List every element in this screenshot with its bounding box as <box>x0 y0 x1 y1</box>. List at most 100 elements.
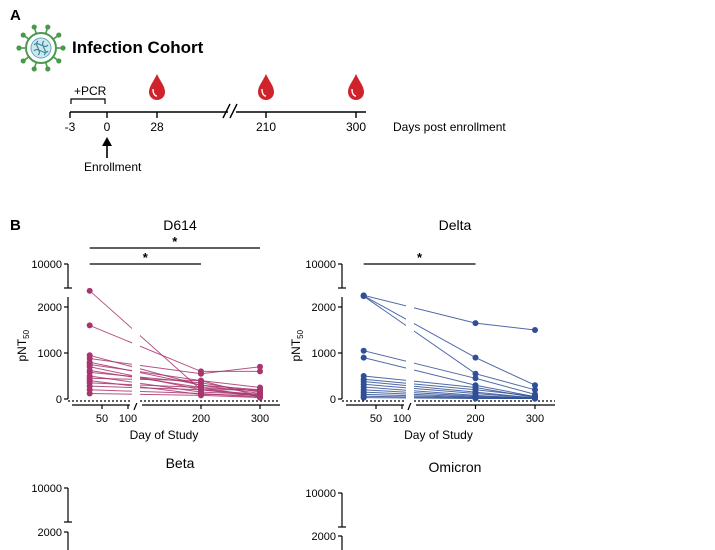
data-point <box>532 327 538 333</box>
virus-spike-tip <box>31 24 37 30</box>
virus-spike-tip <box>45 66 51 72</box>
y-tick-label: 2000 <box>38 302 62 314</box>
y-tick-label: 10000 <box>31 259 62 271</box>
blood-drop-highlight <box>261 88 267 97</box>
panel-a-letter: A <box>10 7 21 24</box>
data-point <box>472 395 479 402</box>
data-point <box>360 394 367 401</box>
chart-title: Beta <box>166 455 195 471</box>
pcr-label: +PCR <box>74 84 107 98</box>
timeline-break-1 <box>222 103 231 119</box>
x-tick-label: 200 <box>466 413 484 425</box>
y-tick-label: 1000 <box>38 348 62 360</box>
subject-line <box>89 324 260 372</box>
virus-spike-tip <box>16 45 22 51</box>
data-point <box>257 387 263 394</box>
timeline-tick-label: 210 <box>256 120 276 134</box>
subject-line <box>363 350 536 395</box>
y-tick-label: 10000 <box>31 483 62 495</box>
significance-star: * <box>143 250 149 265</box>
significance-star: * <box>172 234 178 249</box>
data-point <box>532 395 538 402</box>
data-point <box>472 375 479 382</box>
data-point <box>360 347 367 354</box>
virus-icon <box>16 24 66 72</box>
y-axis-label: pNT50 <box>15 329 31 361</box>
timeline-tick-label: 300 <box>346 120 366 134</box>
data-point <box>86 287 93 294</box>
data-point <box>472 354 479 361</box>
y-tick-label: 2000 <box>38 527 62 539</box>
virus-spike-tip <box>20 58 26 64</box>
data-point <box>86 390 93 397</box>
break-gap-overlay <box>406 284 414 403</box>
significance-star: * <box>417 250 423 265</box>
data-point <box>198 392 204 399</box>
panel-a: A Infection Cohort +PCR -3 0 28 210 300 Days… <box>10 7 506 174</box>
chart-title: Omicron <box>429 459 482 475</box>
y-axis-label: pNT50 <box>289 329 305 361</box>
virus-spike-tip <box>56 32 62 38</box>
data-point <box>257 363 263 370</box>
chart-omicron: Omicron 10000 2000 <box>305 459 481 550</box>
timeline-tick-label: -3 <box>65 120 76 134</box>
data-point <box>532 382 538 389</box>
blood-drops <box>149 74 364 100</box>
y-tick-label: 0 <box>330 394 336 406</box>
data-point <box>86 322 93 329</box>
chart-title: Delta <box>439 217 472 233</box>
virus-spike-tip <box>60 45 66 51</box>
data-point <box>198 370 204 377</box>
y-axis-label-sub: 50 <box>296 329 305 338</box>
y-tick-label: 10000 <box>305 259 336 271</box>
virus-spike-tip <box>45 24 51 30</box>
subject-line <box>363 294 536 331</box>
pcr-bracket <box>70 98 106 104</box>
data-point <box>360 293 367 300</box>
timeline-tick-label: 0 <box>104 120 111 134</box>
y-tick-label: 10000 <box>305 488 336 500</box>
timeline-ticks: -3 0 28 210 300 <box>65 112 366 134</box>
timeline-break-2 <box>229 103 238 119</box>
y-tick-label: 2000 <box>312 531 336 543</box>
virus-spike-tip <box>56 58 62 64</box>
blood-drop-icon <box>348 74 364 100</box>
x-tick-label: 100 <box>119 413 137 425</box>
x-tick-label: 50 <box>96 413 108 425</box>
virus-core <box>30 37 52 59</box>
chart-title: D614 <box>163 217 197 233</box>
x-tick-label: 100 <box>393 413 411 425</box>
data-point <box>198 377 204 384</box>
data-point <box>472 370 479 377</box>
timeline-caption: Days post enrollment <box>393 120 506 134</box>
blood-drop-icon <box>149 74 165 100</box>
break-gap-overlay <box>132 284 140 403</box>
x-tick-label: 200 <box>192 413 210 425</box>
x-tick-label: 300 <box>526 413 544 425</box>
virus-spike-tip <box>20 32 26 38</box>
x-axis-label: Day of Study <box>404 428 473 442</box>
data-point <box>257 394 263 401</box>
y-tick-label: 0 <box>56 394 62 406</box>
enrollment-label: Enrollment <box>84 160 142 174</box>
x-axis-label: Day of Study <box>130 428 199 442</box>
virus-spikes <box>16 24 66 72</box>
blood-drop-highlight <box>152 88 158 97</box>
data-point <box>472 320 479 327</box>
timeline-tick-label: 28 <box>150 120 164 134</box>
cohort-title: Infection Cohort <box>72 38 204 57</box>
panel-b-letter: B <box>10 217 21 234</box>
y-tick-label: 1000 <box>312 348 336 360</box>
virus-spike-tip <box>31 66 37 72</box>
chart-beta: Beta 10000 2000 <box>31 455 195 550</box>
x-tick-label: 300 <box>251 413 269 425</box>
enrollment-arrow-head <box>102 137 112 146</box>
y-axis-label-sub: 50 <box>22 329 31 338</box>
data-point <box>257 368 263 375</box>
x-tick-label: 50 <box>370 413 382 425</box>
blood-drop-highlight <box>351 88 357 97</box>
